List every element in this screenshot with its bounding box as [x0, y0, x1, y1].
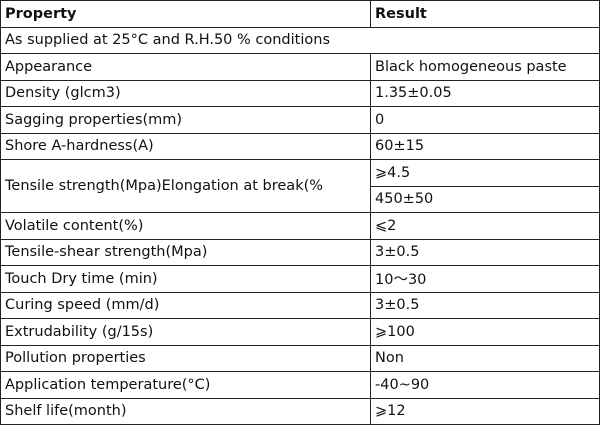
result-cell: -40~90: [370, 371, 600, 399]
table-row: Touch Dry time (min) 10～30: [0, 265, 600, 293]
result-cell: Black homogeneous paste: [370, 53, 600, 81]
property-cell: Shelf life(month): [0, 397, 371, 425]
result-cell: Non: [370, 344, 600, 372]
property-cell: Tensile strength(Mpa)Elongation at break…: [0, 159, 371, 213]
property-cell: Volatile content(%): [0, 212, 371, 240]
property-cell: Extrudability (g/15s): [0, 318, 371, 346]
result-cell: 0: [370, 106, 600, 134]
table-row: Application temperature(°C) -40~90: [0, 371, 600, 399]
table-row: Volatile content(%) ⩽2: [0, 212, 600, 240]
result-cell: 1.35±0.05: [370, 79, 600, 107]
table-row: Tensile-shear strength(Mpa) 3±0.5: [0, 238, 600, 266]
property-cell: Pollution properties: [0, 344, 371, 372]
result-cell: 3±0.5: [370, 291, 600, 319]
result-cell: 10～30: [370, 265, 600, 293]
table-row: Density (glcm3) 1.35±0.05: [0, 79, 600, 107]
table-row: Shelf life(month) ⩾12: [0, 397, 600, 425]
result-cell: ⩽2: [370, 212, 600, 240]
result-cell: 450±50: [370, 185, 600, 213]
table-row: Appearance Black homogeneous paste: [0, 53, 600, 81]
table-row: Pollution properties Non: [0, 344, 600, 372]
result-cell: ⩾12: [370, 397, 600, 425]
property-cell: Sagging properties(mm): [0, 106, 371, 134]
result-cell: ⩾100: [370, 318, 600, 346]
table-row: Shore A-hardness(A) 60±15: [0, 132, 600, 160]
result-cell: 60±15: [370, 132, 600, 160]
property-cell: Shore A-hardness(A): [0, 132, 371, 160]
table-row: Sagging properties(mm) 0: [0, 106, 600, 134]
table-row: Extrudability (g/15s) ⩾100: [0, 318, 600, 346]
table-row: 450±50: [1, 185, 600, 213]
note-cell: As supplied at 25°C and R.H.50 % conditi…: [0, 26, 600, 54]
header-cell: Property: [0, 0, 371, 28]
table-row: Tensile strength(Mpa)Elongation at break…: [0, 159, 600, 213]
header-cell: Result: [370, 0, 600, 28]
result-cell: ⩾4.5: [370, 159, 600, 187]
result-cell: 3±0.5: [370, 238, 600, 266]
note-row: As supplied at 25°C and R.H.50 % conditi…: [0, 26, 600, 54]
header-row: Property Result: [0, 0, 600, 28]
table-row: Curing speed (mm/d) 3±0.5: [0, 291, 600, 319]
property-cell: Density (glcm3): [0, 79, 371, 107]
property-cell: Tensile-shear strength(Mpa): [0, 238, 371, 266]
property-cell: Application temperature(°C): [0, 371, 371, 399]
property-cell: Touch Dry time (min): [0, 265, 371, 293]
property-cell: Appearance: [0, 53, 371, 81]
property-cell: Curing speed (mm/d): [0, 291, 371, 319]
